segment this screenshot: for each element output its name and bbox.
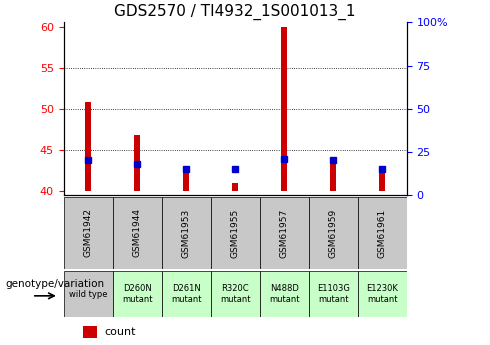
Bar [379, 169, 385, 191]
Bar [162, 271, 211, 317]
Text: D260N
mutant: D260N mutant [122, 284, 152, 304]
Bar [85, 102, 91, 191]
Bar [183, 168, 189, 191]
Text: GSM61957: GSM61957 [280, 208, 289, 257]
Text: E1230K
mutant: E1230K mutant [366, 284, 398, 304]
Bar [113, 197, 162, 269]
Bar [309, 197, 358, 269]
Text: R320C
mutant: R320C mutant [220, 284, 250, 304]
Bar [211, 197, 260, 269]
Text: GSM61959: GSM61959 [329, 208, 338, 257]
Bar [232, 183, 238, 191]
Text: wild type: wild type [69, 289, 107, 299]
Text: E1103G
mutant: E1103G mutant [317, 284, 350, 304]
Bar [211, 271, 260, 317]
Bar [64, 271, 113, 317]
Text: GSM61961: GSM61961 [378, 208, 387, 257]
Text: GSM61953: GSM61953 [182, 208, 191, 257]
Bar [162, 197, 211, 269]
Bar [113, 271, 162, 317]
Text: N488D
mutant: N488D mutant [269, 284, 299, 304]
Bar [83, 326, 97, 338]
Bar [281, 27, 287, 191]
Text: GSM61942: GSM61942 [84, 208, 93, 257]
Bar [309, 271, 358, 317]
Bar [358, 197, 407, 269]
Text: GSM61955: GSM61955 [231, 208, 240, 257]
Bar [260, 197, 309, 269]
Bar [64, 197, 113, 269]
Bar [260, 271, 309, 317]
Bar [358, 271, 407, 317]
Text: D261N
mutant: D261N mutant [171, 284, 201, 304]
Text: GSM61944: GSM61944 [133, 208, 142, 257]
Title: GDS2570 / TI4932_1S001013_1: GDS2570 / TI4932_1S001013_1 [115, 3, 356, 20]
Bar [330, 160, 336, 191]
Bar [134, 135, 140, 191]
Text: genotype/variation: genotype/variation [5, 279, 104, 289]
Text: count: count [104, 327, 135, 337]
